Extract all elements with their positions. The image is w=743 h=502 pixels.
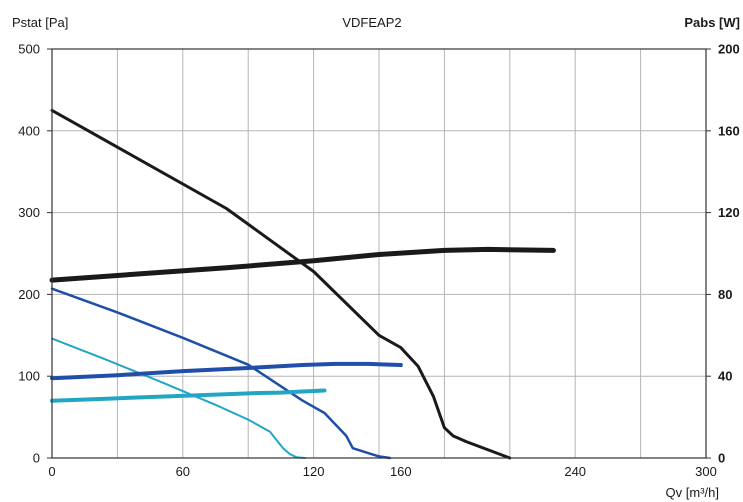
- x-tick-label: 0: [48, 464, 55, 479]
- chart-title: VDFEAP2: [342, 15, 401, 30]
- plot-frame: [51, 48, 707, 459]
- tick-labels: 0 100 200 300 400 500 0 40 80 120 160 200 0 60 120 160 2…: [18, 42, 739, 480]
- y2-tick-label: 200: [718, 42, 740, 57]
- x-axis-label: Qv [m³/h]: [666, 485, 719, 500]
- y-tick-label: 400: [18, 123, 40, 138]
- y2-tick-label: 0: [718, 451, 725, 466]
- y-tick-label: 500: [18, 42, 40, 57]
- x-tick-label: 120: [303, 464, 325, 479]
- y-axis-label: Pstat [Pa]: [12, 15, 68, 30]
- y-tick-label: 0: [33, 451, 40, 466]
- series-line-power-3: [49, 246, 556, 283]
- y2-tick-label: 120: [718, 205, 740, 220]
- y2-tick-label: 80: [718, 287, 732, 302]
- y-tick-label: 300: [18, 205, 40, 220]
- series-line-power-5: [50, 388, 327, 403]
- x-tick-label: 240: [564, 464, 586, 479]
- plot-border: [51, 48, 707, 459]
- y-tick-label: 100: [18, 369, 40, 384]
- series-line-pressure-1: [50, 287, 392, 460]
- y2-axis-label: Pabs [W]: [684, 15, 740, 30]
- y-tick-label: 200: [18, 287, 40, 302]
- series-line-pressure-0: [50, 108, 512, 460]
- x-tick-label: 60: [176, 464, 190, 479]
- x-tick-label: 160: [390, 464, 412, 479]
- series-line-power-4: [50, 361, 403, 381]
- x-tick-label: 300: [695, 464, 717, 479]
- series-layer: [49, 108, 556, 460]
- y2-tick-label: 40: [718, 369, 732, 384]
- y2-tick-label: 160: [718, 123, 740, 138]
